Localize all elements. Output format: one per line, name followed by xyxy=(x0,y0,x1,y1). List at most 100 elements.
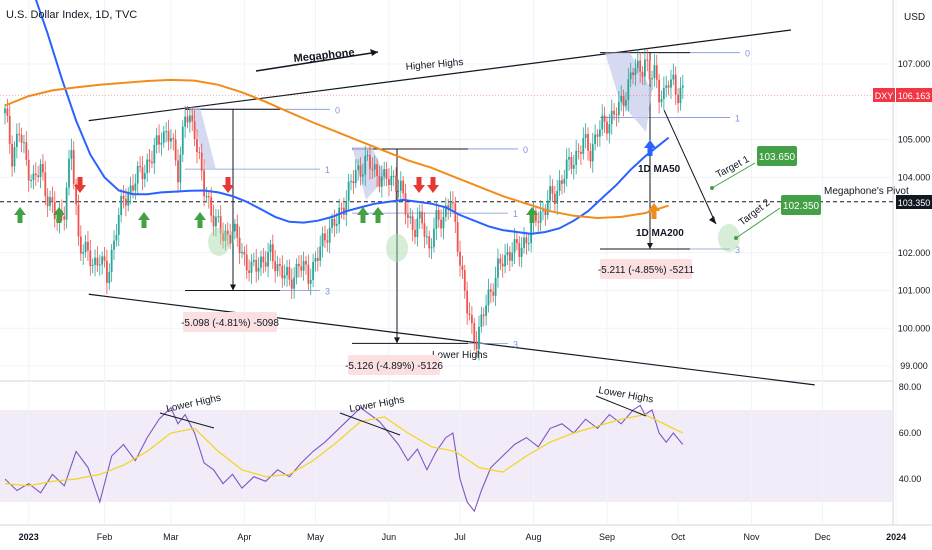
candle-body-197 xyxy=(470,315,473,324)
y-tick-1: 100.000 xyxy=(898,323,931,333)
candle-body-236 xyxy=(563,178,566,184)
candle-body-58 xyxy=(141,167,144,180)
rsi-lower-highs-line-0 xyxy=(159,412,215,429)
green-up-arrow-6 xyxy=(526,207,538,223)
ma200-label: 1D MA200 xyxy=(636,228,684,239)
candle-body-282 xyxy=(672,74,675,80)
candle-body-41 xyxy=(101,256,104,265)
candle-body-63 xyxy=(153,144,156,164)
candle-body-195 xyxy=(466,290,469,314)
y-tick-0: 99.000 xyxy=(900,361,928,371)
candle-body-39 xyxy=(96,257,99,266)
candle-body-166 xyxy=(397,190,400,192)
target-1-value: 103.650 xyxy=(759,152,796,163)
target-2-dot xyxy=(734,236,738,240)
candle-body-238 xyxy=(568,156,570,160)
candle-body-266 xyxy=(634,68,637,76)
candle-body-0 xyxy=(4,108,6,114)
green-up-arrow-0 xyxy=(14,207,26,223)
candle-body-133 xyxy=(319,246,322,261)
candle-body-132 xyxy=(316,257,319,261)
candle-body-18 xyxy=(46,196,49,207)
megaphone-arrow xyxy=(255,51,379,72)
candle-body-104 xyxy=(250,261,253,273)
candle-body-209 xyxy=(499,258,502,264)
rsi-lower-highs-line-2 xyxy=(595,395,647,417)
candle-body-30 xyxy=(75,184,77,205)
rsi-lines xyxy=(4,395,684,513)
megaphone-lines xyxy=(88,29,815,386)
candle-body-105 xyxy=(252,259,255,262)
x-tick-11: Dec xyxy=(815,532,832,542)
candle-body-48 xyxy=(117,214,120,235)
candle-body-235 xyxy=(561,180,563,184)
currency-label[interactable]: USD xyxy=(904,12,925,23)
candle-body-37 xyxy=(91,264,94,267)
fib-2-arrowhead xyxy=(647,242,653,249)
red-down-arrow-1 xyxy=(222,177,234,193)
fib-0-label-1: 1 xyxy=(325,165,330,175)
candle-body-229 xyxy=(546,200,549,216)
megaphone-upper xyxy=(88,29,792,122)
candle-body-173 xyxy=(414,229,416,238)
candle-body-161 xyxy=(385,169,388,179)
x-tick-1: Feb xyxy=(97,532,113,542)
candle-body-177 xyxy=(423,223,426,237)
candle-body-7 xyxy=(20,134,23,143)
candle-body-226 xyxy=(539,211,542,223)
candle-body-275 xyxy=(655,65,658,80)
candle-body-231 xyxy=(551,186,554,194)
candle-body-68 xyxy=(165,131,168,133)
rsi-band-fill xyxy=(0,410,893,502)
ma200-line xyxy=(4,78,669,220)
candle-body-139 xyxy=(333,218,336,226)
candle-body-160 xyxy=(383,169,386,177)
candle-body-149 xyxy=(357,165,360,170)
candle-body-162 xyxy=(388,178,390,186)
fib-2-label-1: 1 xyxy=(735,113,740,123)
rsi-y-tick-0: 80.00 xyxy=(899,382,922,392)
candle-body-69 xyxy=(167,131,170,142)
candle-body-49 xyxy=(120,195,123,215)
candle-body-98 xyxy=(236,223,239,238)
fib-1-arrowhead xyxy=(394,337,400,344)
candle-body-245 xyxy=(584,133,587,139)
rsi-lower-highs-line-1 xyxy=(339,412,401,436)
x-tick-9: Oct xyxy=(671,532,686,542)
candle-body-174 xyxy=(416,218,419,238)
candle-body-60 xyxy=(146,159,149,174)
candle-body-198 xyxy=(473,323,476,342)
candle-body-20 xyxy=(51,197,54,202)
candle-body-254 xyxy=(606,121,608,134)
lower-highs-label: Lower Highs xyxy=(432,350,488,361)
candle-body-130 xyxy=(312,261,314,280)
candle-body-137 xyxy=(328,228,331,243)
ma50-line xyxy=(34,0,670,235)
candle-body-129 xyxy=(309,279,312,284)
candle-body-246 xyxy=(587,133,589,151)
candle-body-170 xyxy=(407,214,409,218)
candle-body-252 xyxy=(601,115,604,130)
candle-body-93 xyxy=(224,230,227,241)
candle-body-182 xyxy=(435,210,438,229)
candle-body-126 xyxy=(302,260,305,271)
candle-body-271 xyxy=(646,59,649,61)
rsi-band xyxy=(0,410,893,502)
candle-body-219 xyxy=(523,237,525,248)
measure-3-text: -5.211 (-4.85%) -5211 xyxy=(598,265,695,276)
candle-body-47 xyxy=(115,234,118,241)
candle-body-185 xyxy=(442,216,445,229)
candle-body-94 xyxy=(226,230,229,235)
candle-body-15 xyxy=(39,164,42,178)
candle-body-144 xyxy=(345,201,348,215)
candle-body-78 xyxy=(188,115,191,123)
green-up-arrow-1 xyxy=(53,207,65,223)
candle-body-64 xyxy=(155,135,158,145)
candle-body-192 xyxy=(459,251,461,266)
candle-body-248 xyxy=(591,144,594,162)
candle-body-152 xyxy=(364,155,367,175)
candles xyxy=(4,48,684,361)
candle-body-113 xyxy=(271,244,274,262)
candle-body-234 xyxy=(558,180,561,191)
